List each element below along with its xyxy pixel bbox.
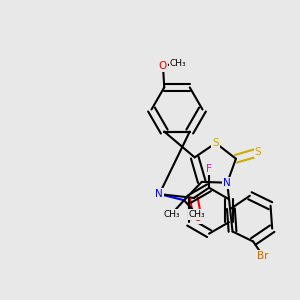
Text: S: S	[212, 138, 219, 148]
Text: CH₃: CH₃	[163, 210, 180, 219]
Text: N: N	[155, 189, 163, 199]
Text: N: N	[224, 178, 231, 188]
Text: O: O	[194, 213, 202, 224]
Text: CH₃: CH₃	[170, 59, 187, 68]
Text: CH₃: CH₃	[188, 210, 205, 219]
Text: S: S	[255, 147, 261, 158]
Text: F: F	[206, 164, 212, 174]
Text: Br: Br	[257, 251, 269, 261]
Text: O: O	[159, 61, 167, 71]
